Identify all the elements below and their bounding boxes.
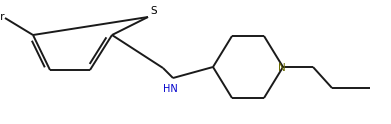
Text: S: S (150, 6, 157, 16)
Text: N: N (278, 63, 286, 73)
Text: HN: HN (163, 84, 178, 94)
Text: Br: Br (0, 12, 4, 22)
